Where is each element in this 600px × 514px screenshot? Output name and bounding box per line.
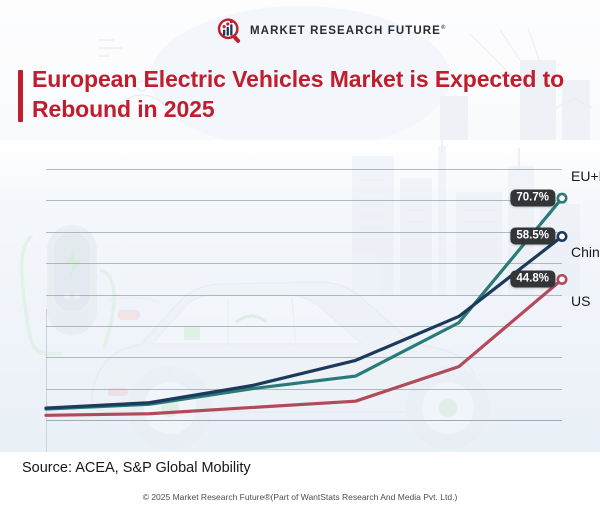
copyright-text: © 2025 Market Research Future®(Part of W…: [142, 492, 458, 502]
gridline: [46, 325, 562, 327]
title-accent-bar: [18, 70, 23, 122]
gridline: [46, 294, 562, 296]
data-point-value-label: 58.5%: [510, 227, 555, 245]
footer: Source: ACEA, S&P Global Mobility © 2025…: [0, 452, 600, 514]
logo: MARKET RESEARCH FUTURE®: [215, 16, 446, 46]
series-name-label: China: [571, 244, 600, 261]
series-endpoint-marker: [556, 230, 568, 242]
y-axis-line: [46, 309, 47, 452]
gridline: [46, 169, 562, 170]
gridline: [46, 420, 562, 421]
magnifier-bar-chart-icon: [215, 16, 245, 46]
gridline: [46, 388, 562, 390]
gridline: [46, 200, 562, 202]
data-point-value-label: 70.7%: [510, 189, 555, 207]
gridline: [46, 231, 562, 233]
source-text: Source: ACEA, S&P Global Mobility: [22, 460, 251, 476]
plot-area: 0%10%20%30%40%50%60%70%80%20192020202120…: [46, 169, 562, 421]
data-point-value-label: 44.8%: [510, 270, 555, 288]
chart-area: 0%10%20%30%40%50%60%70%80%20192020202120…: [0, 140, 600, 452]
series-annotations: 70.7% EU+EFTA+UK 58.5% China 44.8% US: [0, 140, 600, 452]
series-name-label: US: [571, 293, 591, 310]
gridline: [46, 263, 562, 265]
logo-text: MARKET RESEARCH FUTURE®: [250, 25, 446, 37]
series-lines: [44, 192, 568, 417]
logo-wordmark: MARKET RESEARCH FUTURE: [250, 25, 441, 37]
header: MARKET RESEARCH FUTURE® European Electri…: [0, 0, 600, 140]
page-title: European Electric Vehicles Market is Exp…: [32, 66, 565, 122]
series-endpoint-marker: [556, 192, 568, 204]
series-endpoint-marker: [556, 273, 568, 285]
series-line: [44, 277, 564, 417]
series-name-label: EU+EFTA+UK: [571, 168, 600, 185]
series-line: [44, 234, 564, 410]
gridline: [46, 357, 562, 359]
registered-mark: ®: [440, 25, 447, 32]
